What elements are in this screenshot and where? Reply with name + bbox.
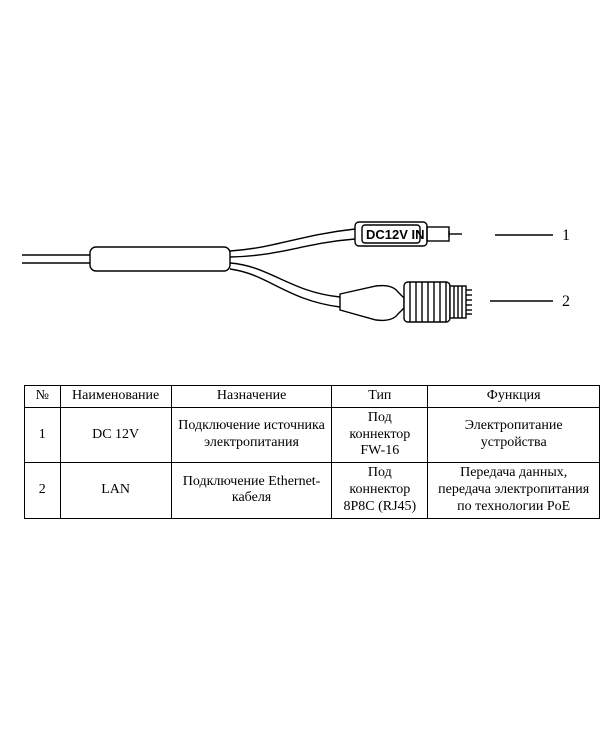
callout-1: 1 xyxy=(562,227,570,244)
cell-func: Передача данных, передача электропитания… xyxy=(428,463,600,518)
cell-name: DC 12V xyxy=(60,407,171,462)
cell-func: Электропитание устройства xyxy=(428,407,600,462)
connector-table: № Наименование Назначение Тип Функция 1 … xyxy=(24,385,600,519)
callout-2: 2 xyxy=(562,293,570,310)
cell-purpose: Подключение источника электропитания xyxy=(171,407,332,462)
table-row: 2 LAN Подключение Ethernet-кабеля Под ко… xyxy=(25,463,600,518)
col-func: Функция xyxy=(428,386,600,408)
cell-type: Под коннектор 8P8C (RJ45) xyxy=(332,463,428,518)
cable-diagram: DC12V IN 1 2 xyxy=(0,0,600,750)
col-type: Тип xyxy=(332,386,428,408)
dc-connector-label: DC12V IN xyxy=(366,227,425,242)
cell-purpose: Подключение Ethernet-кабеля xyxy=(171,463,332,518)
col-purpose: Назначение xyxy=(171,386,332,408)
table-row: 1 DC 12V Подключение источника электропи… xyxy=(25,407,600,462)
table-header-row: № Наименование Назначение Тип Функция xyxy=(25,386,600,408)
col-name: Наименование xyxy=(60,386,171,408)
cell-type: Под коннектор FW-16 xyxy=(332,407,428,462)
cell-num: 1 xyxy=(25,407,61,462)
cable-svg: DC12V IN 1 2 xyxy=(0,0,600,380)
cell-num: 2 xyxy=(25,463,61,518)
cell-name: LAN xyxy=(60,463,171,518)
col-num: № xyxy=(25,386,61,408)
